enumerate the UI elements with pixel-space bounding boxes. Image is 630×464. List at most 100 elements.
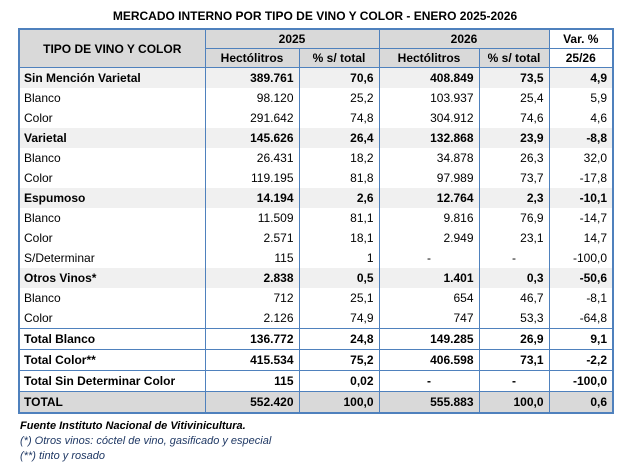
cell-hectolitros-2026: 34.878 bbox=[378, 148, 480, 168]
cell-hectolitros-2026: 408.849 bbox=[378, 67, 480, 88]
header-row-measures: Hectólitros % s/ total Hectólitros % s/ … bbox=[19, 48, 614, 68]
cell-hectolitros-2025: 98.120 bbox=[204, 88, 300, 108]
cell-pct-total-2025: 81,8 bbox=[298, 168, 380, 188]
row-label: Color bbox=[18, 308, 206, 329]
table-row: Total Color** 415.534 75,2 406.598 73,1 -2,2 bbox=[18, 349, 614, 371]
cell-pct-total-2026: 26,9 bbox=[478, 328, 550, 350]
cell-var-25-26: 5,9 bbox=[548, 88, 614, 108]
cell-pct-total-2025: 18,1 bbox=[298, 228, 380, 248]
cell-var-25-26: 9,1 bbox=[548, 328, 614, 350]
cell-hectolitros-2026: 406.598 bbox=[378, 349, 480, 371]
cell-hectolitros-2025: 712 bbox=[204, 288, 300, 308]
cell-pct-total-2025: 100,0 bbox=[298, 391, 380, 413]
row-label: Blanco bbox=[18, 88, 206, 108]
cell-hectolitros-2025: 2.838 bbox=[204, 268, 300, 288]
col-header-var-pct: Var. % bbox=[548, 28, 614, 49]
table-row: Otros Vinos* 2.838 0,5 1.401 0,3 -50,6 bbox=[18, 268, 614, 288]
cell-hectolitros-2025: 14.194 bbox=[204, 188, 300, 208]
cell-var-25-26: -10,1 bbox=[548, 188, 614, 208]
cell-pct-total-2026: 73,5 bbox=[478, 67, 550, 88]
row-label: Total Sin Determinar Color bbox=[18, 370, 206, 392]
col-header-hectolitros-2026: Hectólitros bbox=[378, 48, 480, 68]
page-title: MERCADO INTERNO POR TIPO DE VINO Y COLOR… bbox=[112, 9, 518, 23]
row-label: TOTAL bbox=[18, 391, 206, 413]
table-row: Espumoso 14.194 2,6 12.764 2,3 -10,1 bbox=[18, 188, 614, 208]
cell-hectolitros-2026: 304.912 bbox=[378, 108, 480, 128]
cell-hectolitros-2026: 9.816 bbox=[378, 208, 480, 228]
cell-pct-total-2026: 23,9 bbox=[478, 128, 550, 148]
table-header: TIPO DE VINO Y COLOR 2025 2026 Var. % He… bbox=[18, 28, 614, 68]
cell-var-25-26: -100,0 bbox=[548, 248, 614, 268]
cell-hectolitros-2025: 119.195 bbox=[204, 168, 300, 188]
table-row: Total Sin Determinar Color 115 0,02- - -100,… bbox=[18, 370, 614, 392]
cell-hectolitros-2026: 1.401 bbox=[378, 268, 480, 288]
col-header-year-2026: 2026 bbox=[378, 28, 550, 49]
cell-hectolitros-2025: 415.534 bbox=[204, 349, 300, 371]
cell-var-25-26: -14,7 bbox=[548, 208, 614, 228]
cell-pct-total-2026: 46,7 bbox=[478, 288, 550, 308]
cell-pct-total-2025: 25,1 bbox=[298, 288, 380, 308]
cell-pct-total-2026: 25,4 bbox=[478, 88, 550, 108]
cell-pct-total-2026: 74,6 bbox=[478, 108, 550, 128]
table-row: Sin Mención Varietal 389.761 70,6 408.849 73… bbox=[18, 67, 614, 88]
cell-pct-total-2025: 0,02 bbox=[298, 370, 380, 392]
table-row: Color 291.642 74,8 304.912 74,6 4,6 bbox=[18, 108, 614, 128]
cell-var-25-26: -64,8 bbox=[548, 308, 614, 329]
cell-hectolitros-2026: 149.285 bbox=[378, 328, 480, 350]
cell-var-25-26: 4,9 bbox=[548, 67, 614, 88]
row-label: Color bbox=[18, 168, 206, 188]
cell-hectolitros-2026: - bbox=[378, 248, 480, 268]
col-header-tipo-de-vino: TIPO DE VINO Y COLOR bbox=[18, 28, 206, 68]
cell-hectolitros-2026: 97.989 bbox=[378, 168, 480, 188]
row-label: Sin Mención Varietal bbox=[18, 67, 206, 88]
row-label: Blanco bbox=[18, 208, 206, 228]
cell-pct-total-2025: 0,5 bbox=[298, 268, 380, 288]
cell-pct-total-2025: 18,2 bbox=[298, 148, 380, 168]
row-label: Otros Vinos* bbox=[18, 268, 206, 288]
cell-var-25-26: 14,7 bbox=[548, 228, 614, 248]
table-row: Varietal 145.626 26,4 132.868 23,9 -8,8 bbox=[18, 128, 614, 148]
cell-pct-total-2025: 81,1 bbox=[298, 208, 380, 228]
cell-pct-total-2025: 26,4 bbox=[298, 128, 380, 148]
cell-hectolitros-2026: - bbox=[378, 370, 480, 392]
cell-pct-total-2025: 24,8 bbox=[298, 328, 380, 350]
cell-pct-total-2025: 74,8 bbox=[298, 108, 380, 128]
table-row: Blanco 98.120 25,2 103.937 25,4 5,9 bbox=[18, 88, 614, 108]
cell-pct-total-2026: 73,1 bbox=[478, 349, 550, 371]
cell-var-25-26: -8,8 bbox=[548, 128, 614, 148]
cell-pct-total-2026: - bbox=[478, 370, 550, 392]
footnotes: Fuente Instituto Nacional de Vitivinicul… bbox=[20, 419, 630, 464]
row-label: Varietal bbox=[18, 128, 206, 148]
cell-hectolitros-2025: 26.431 bbox=[204, 148, 300, 168]
cell-hectolitros-2025: 552.420 bbox=[204, 391, 300, 413]
col-header-hectolitros-2025: Hectólitros bbox=[204, 48, 300, 68]
cell-var-25-26: 4,6 bbox=[548, 108, 614, 128]
row-label: Color bbox=[18, 228, 206, 248]
cell-var-25-26: -2,2 bbox=[548, 349, 614, 371]
cell-hectolitros-2026: 747 bbox=[378, 308, 480, 329]
cell-var-25-26: -17,8 bbox=[548, 168, 614, 188]
cell-pct-total-2026: 53,3 bbox=[478, 308, 550, 329]
cell-hectolitros-2025: 2.126 bbox=[204, 308, 300, 329]
row-label: Total Blanco bbox=[18, 328, 206, 350]
cell-pct-total-2026: 73,7 bbox=[478, 168, 550, 188]
cell-pct-total-2025: 25,2 bbox=[298, 88, 380, 108]
row-label: S/Determinar bbox=[18, 248, 206, 268]
cell-pct-total-2026: 2,3 bbox=[478, 188, 550, 208]
cell-pct-total-2025: 70,6 bbox=[298, 67, 380, 88]
table-row: S/Determinar 115 1- - -100,0 bbox=[18, 248, 614, 268]
col-header-year-2025: 2025 bbox=[204, 28, 380, 49]
cell-var-25-26: 32,0 bbox=[548, 148, 614, 168]
cell-var-25-26: -100,0 bbox=[548, 370, 614, 392]
cell-var-25-26: 0,6 bbox=[548, 391, 614, 413]
cell-hectolitros-2026: 654 bbox=[378, 288, 480, 308]
cell-hectolitros-2026: 2.949 bbox=[378, 228, 480, 248]
cell-pct-total-2025: 75,2 bbox=[298, 349, 380, 371]
col-header-pct-total-2026: % s/ total bbox=[478, 48, 550, 68]
cell-hectolitros-2026: 132.868 bbox=[378, 128, 480, 148]
cell-pct-total-2025: 74,9 bbox=[298, 308, 380, 329]
row-label: Color bbox=[18, 108, 206, 128]
cell-pct-total-2026: - bbox=[478, 248, 550, 268]
table-row: Total Blanco 136.772 24,8 149.285 26,9 9,1 bbox=[18, 328, 614, 350]
